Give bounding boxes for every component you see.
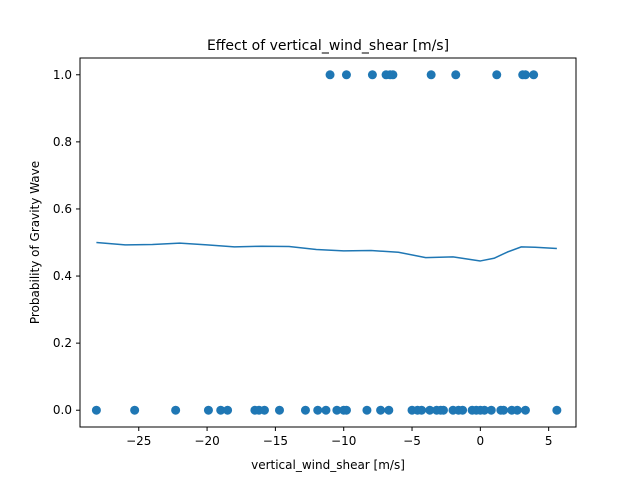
x-tick-label: −25 bbox=[126, 434, 151, 448]
axis-ticks: −25 −20 −15 −10 −5 0 5 0.0 0.2 0.4 0.6 0.8 1.0 bbox=[53, 68, 553, 448]
y-tick-label: 0.0 bbox=[53, 403, 72, 417]
y-tick-label: 0.4 bbox=[53, 269, 72, 283]
scatter-point bbox=[325, 70, 335, 80]
scatter-point bbox=[529, 70, 539, 80]
scatter-point bbox=[341, 70, 351, 80]
scatter-point bbox=[376, 405, 386, 415]
scatter-point bbox=[520, 405, 530, 415]
scatter-point bbox=[438, 405, 448, 415]
y-axis-label: Probability of Gravity Wave bbox=[28, 161, 42, 324]
probability-line bbox=[96, 241, 557, 262]
scatter-point bbox=[91, 405, 101, 415]
x-tick-label: −10 bbox=[331, 434, 356, 448]
y-tick-label: 0.2 bbox=[53, 336, 72, 350]
x-tick-label: 5 bbox=[545, 434, 553, 448]
scatter-point bbox=[216, 405, 226, 415]
scatter-point bbox=[259, 405, 269, 415]
scatter-point bbox=[300, 405, 310, 415]
scatter-point bbox=[332, 405, 342, 415]
scatter-point bbox=[458, 405, 468, 415]
x-axis-label: vertical_wind_shear [m/s] bbox=[251, 458, 405, 472]
y-tick-label: 0.8 bbox=[53, 135, 72, 149]
plot-area-frame bbox=[79, 57, 577, 428]
scatter-point bbox=[520, 70, 530, 80]
scatter-point bbox=[130, 405, 140, 415]
scatter-point bbox=[367, 70, 377, 80]
x-tick-label: −15 bbox=[263, 434, 288, 448]
scatter-point bbox=[417, 405, 427, 415]
chart-title: Effect of vertical_wind_shear [m/s] bbox=[207, 38, 449, 54]
scatter-point bbox=[341, 405, 351, 415]
scatter-point bbox=[171, 405, 181, 415]
scatter-point bbox=[451, 70, 461, 80]
plot-marks bbox=[91, 70, 562, 415]
x-tick-label: −20 bbox=[194, 434, 219, 448]
scatter-point bbox=[362, 405, 372, 415]
x-tick-label: −5 bbox=[403, 434, 421, 448]
scatter-point bbox=[492, 70, 502, 80]
scatter-point bbox=[274, 405, 284, 415]
y-tick-label: 0.6 bbox=[53, 202, 72, 216]
scatter-point bbox=[425, 405, 435, 415]
scatter-point bbox=[486, 405, 496, 415]
scatter-point bbox=[426, 70, 436, 80]
x-tick-label: 0 bbox=[477, 434, 485, 448]
scatter-point bbox=[384, 405, 394, 415]
y-tick-label: 1.0 bbox=[53, 68, 72, 82]
scatter-point bbox=[223, 405, 233, 415]
scatter-point bbox=[321, 405, 331, 415]
scatter-point bbox=[499, 405, 509, 415]
scatter-point bbox=[512, 405, 522, 415]
scatter-point bbox=[552, 405, 562, 415]
scatter-point bbox=[388, 70, 398, 80]
scatter-point bbox=[313, 405, 323, 415]
scatter-point bbox=[479, 405, 489, 415]
scatter-point bbox=[203, 405, 213, 415]
